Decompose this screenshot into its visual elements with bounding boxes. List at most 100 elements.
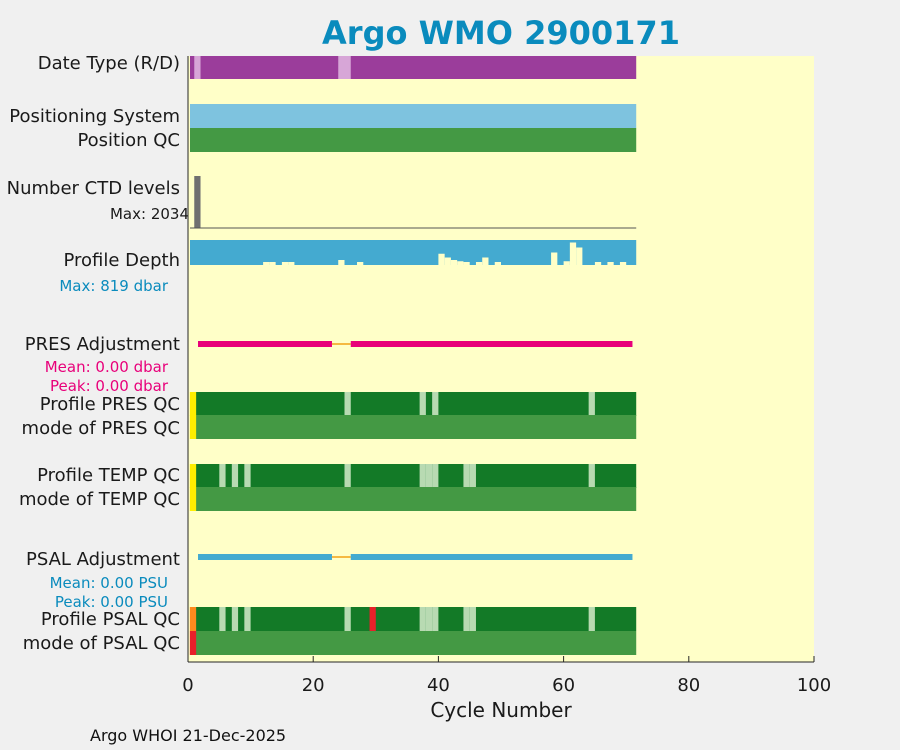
- profile-temp-qc-light-cycle: [425, 464, 433, 488]
- label-mode-temp-qc: mode of TEMP QC: [19, 489, 180, 510]
- profile-pres-qc-light-cycle: [344, 392, 351, 416]
- label-ctd-max: Max: 2034: [110, 205, 189, 223]
- label-pres-mean: Mean: 0.00 dbar: [45, 358, 169, 376]
- profile-temp-qc-light-cycle: [588, 464, 595, 488]
- profile-psal-qc-light-cycle: [469, 607, 476, 631]
- label-profile-pres-qc: Profile PRES QC: [40, 394, 180, 415]
- label-profile-depth: Profile Depth: [63, 250, 180, 271]
- label-position-qc: Position QC: [77, 130, 180, 151]
- mode-psal-qc-first-cycle: [189, 631, 197, 655]
- label-pres-peak: Peak: 0.00 dbar: [50, 377, 169, 395]
- profile-depth-gap: [288, 262, 295, 265]
- label-pres-adjustment: PRES Adjustment: [25, 334, 180, 355]
- x-tick-label: 100: [797, 675, 831, 696]
- profile-psal-qc-bar: [190, 607, 637, 631]
- label-number-ctd-levels: Number CTD levels: [7, 178, 180, 199]
- date-type-bar: [190, 56, 637, 79]
- profile-depth-gap: [619, 262, 627, 265]
- profile-depth-gap: [263, 262, 270, 265]
- profile-psal-qc-light-cycle: [231, 607, 239, 631]
- x-tick-label: 60: [552, 675, 575, 696]
- label-mode-pres-qc: mode of PRES QC: [22, 418, 180, 439]
- profile-depth-gap: [607, 262, 614, 265]
- pres-adjustment-segment: [350, 341, 633, 347]
- profile-depth-gap: [576, 247, 583, 265]
- x-tick-label: 20: [302, 675, 325, 696]
- psal-adjustment-gap: [331, 556, 351, 558]
- profile-temp-qc-light-cycle: [244, 464, 251, 488]
- psal-adjustment-segment: [350, 554, 633, 560]
- profile-psal-qc-light-cycle: [588, 607, 595, 631]
- profile-depth-gap: [551, 252, 558, 265]
- profile-depth-gap: [444, 257, 451, 265]
- profile-temp-qc-light-cycle: [463, 464, 470, 488]
- profile-temp-qc-light-cycle: [419, 464, 426, 488]
- label-profile-temp-qc: Profile TEMP QC: [37, 465, 180, 486]
- profile-depth-gap: [475, 262, 483, 265]
- profile-temp-qc-first-cycle: [189, 464, 197, 488]
- positioning-system-bar: [190, 104, 637, 128]
- label-psal-mean: Mean: 0.00 PSU: [50, 574, 168, 592]
- profile-depth-gap: [594, 262, 602, 265]
- profile-psal-qc-light-cycle: [425, 607, 433, 631]
- profile-temp-qc-light-cycle: [432, 464, 439, 488]
- profile-temp-qc-light-cycle: [469, 464, 476, 488]
- label-date-type: Date Type (R/D): [38, 53, 180, 74]
- profile-psal-qc-light-cycle: [432, 607, 439, 631]
- position-qc-bar: [190, 128, 637, 152]
- profile-depth-gap: [494, 262, 501, 265]
- mode-psal-qc-bar: [190, 631, 637, 655]
- x-tick-label: 80: [677, 675, 700, 696]
- profile-depth-gap: [457, 261, 464, 265]
- profile-psal-qc-light-cycle: [463, 607, 470, 631]
- profile-pres-qc-light-cycle: [419, 392, 426, 416]
- profile-depth-bar: [190, 240, 637, 265]
- profile-depth-gap: [569, 242, 577, 265]
- mode-temp-qc-first-cycle: [189, 487, 197, 511]
- profile-depth-gap: [357, 262, 364, 265]
- x-tick-label: 0: [182, 675, 193, 696]
- profile-depth-gap: [450, 260, 458, 265]
- profile-psal-qc-light-cycle: [419, 607, 426, 631]
- pres-adjustment-segment: [198, 341, 332, 347]
- profile-temp-qc-light-cycle: [219, 464, 226, 488]
- label-mode-psal-qc: mode of PSAL QC: [23, 633, 180, 654]
- psal-adjustment-segment: [198, 554, 332, 560]
- x-tick-label: 40: [427, 675, 450, 696]
- profile-depth-gap: [338, 260, 345, 265]
- mode-temp-qc-bar: [190, 487, 637, 511]
- chart-title: Argo WMO 2900171: [322, 14, 680, 52]
- profile-psal-qc-light-cycle: [244, 607, 251, 631]
- date-type-realtime-cycle: [344, 56, 351, 79]
- footer-credit: Argo WHOI 21-Dec-2025: [90, 726, 286, 745]
- profile-pres-qc-light-cycle: [432, 392, 439, 416]
- profile-temp-qc-bar: [190, 464, 637, 488]
- profile-temp-qc-light-cycle: [344, 464, 351, 488]
- label-profile-psal-qc: Profile PSAL QC: [41, 609, 180, 630]
- x-axis-label: Cycle Number: [430, 698, 572, 722]
- profile-pres-qc-bar: [190, 392, 637, 416]
- date-type-realtime-cycle: [194, 56, 201, 79]
- profile-depth-gap: [269, 262, 276, 265]
- profile-depth-gap: [482, 257, 489, 265]
- label-psal-peak: Peak: 0.00 PSU: [55, 593, 168, 611]
- profile-depth-gap: [463, 262, 470, 265]
- profile-pres-qc-first-cycle: [189, 392, 197, 416]
- mode-pres-qc-first-cycle: [189, 415, 197, 439]
- profile-pres-qc-light-cycle: [588, 392, 595, 416]
- profile-depth-gap: [281, 262, 289, 265]
- date-type-realtime-cycle: [338, 56, 345, 79]
- profile-depth-gap: [563, 261, 570, 265]
- profile-psal-qc-first-cycle: [189, 607, 197, 631]
- profile-psal-qc-light-cycle: [344, 607, 351, 631]
- profile-psal-qc-light-cycle: [219, 607, 226, 631]
- plot-background: [188, 56, 814, 662]
- label-psal-adjustment: PSAL Adjustment: [26, 549, 180, 570]
- mode-pres-qc-bar: [190, 415, 637, 439]
- profile-psal-qc-red-cycle: [369, 607, 376, 631]
- label-positioning-system: Positioning System: [9, 106, 180, 127]
- profile-temp-qc-light-cycle: [231, 464, 239, 488]
- ctd-levels-bar: [194, 176, 201, 228]
